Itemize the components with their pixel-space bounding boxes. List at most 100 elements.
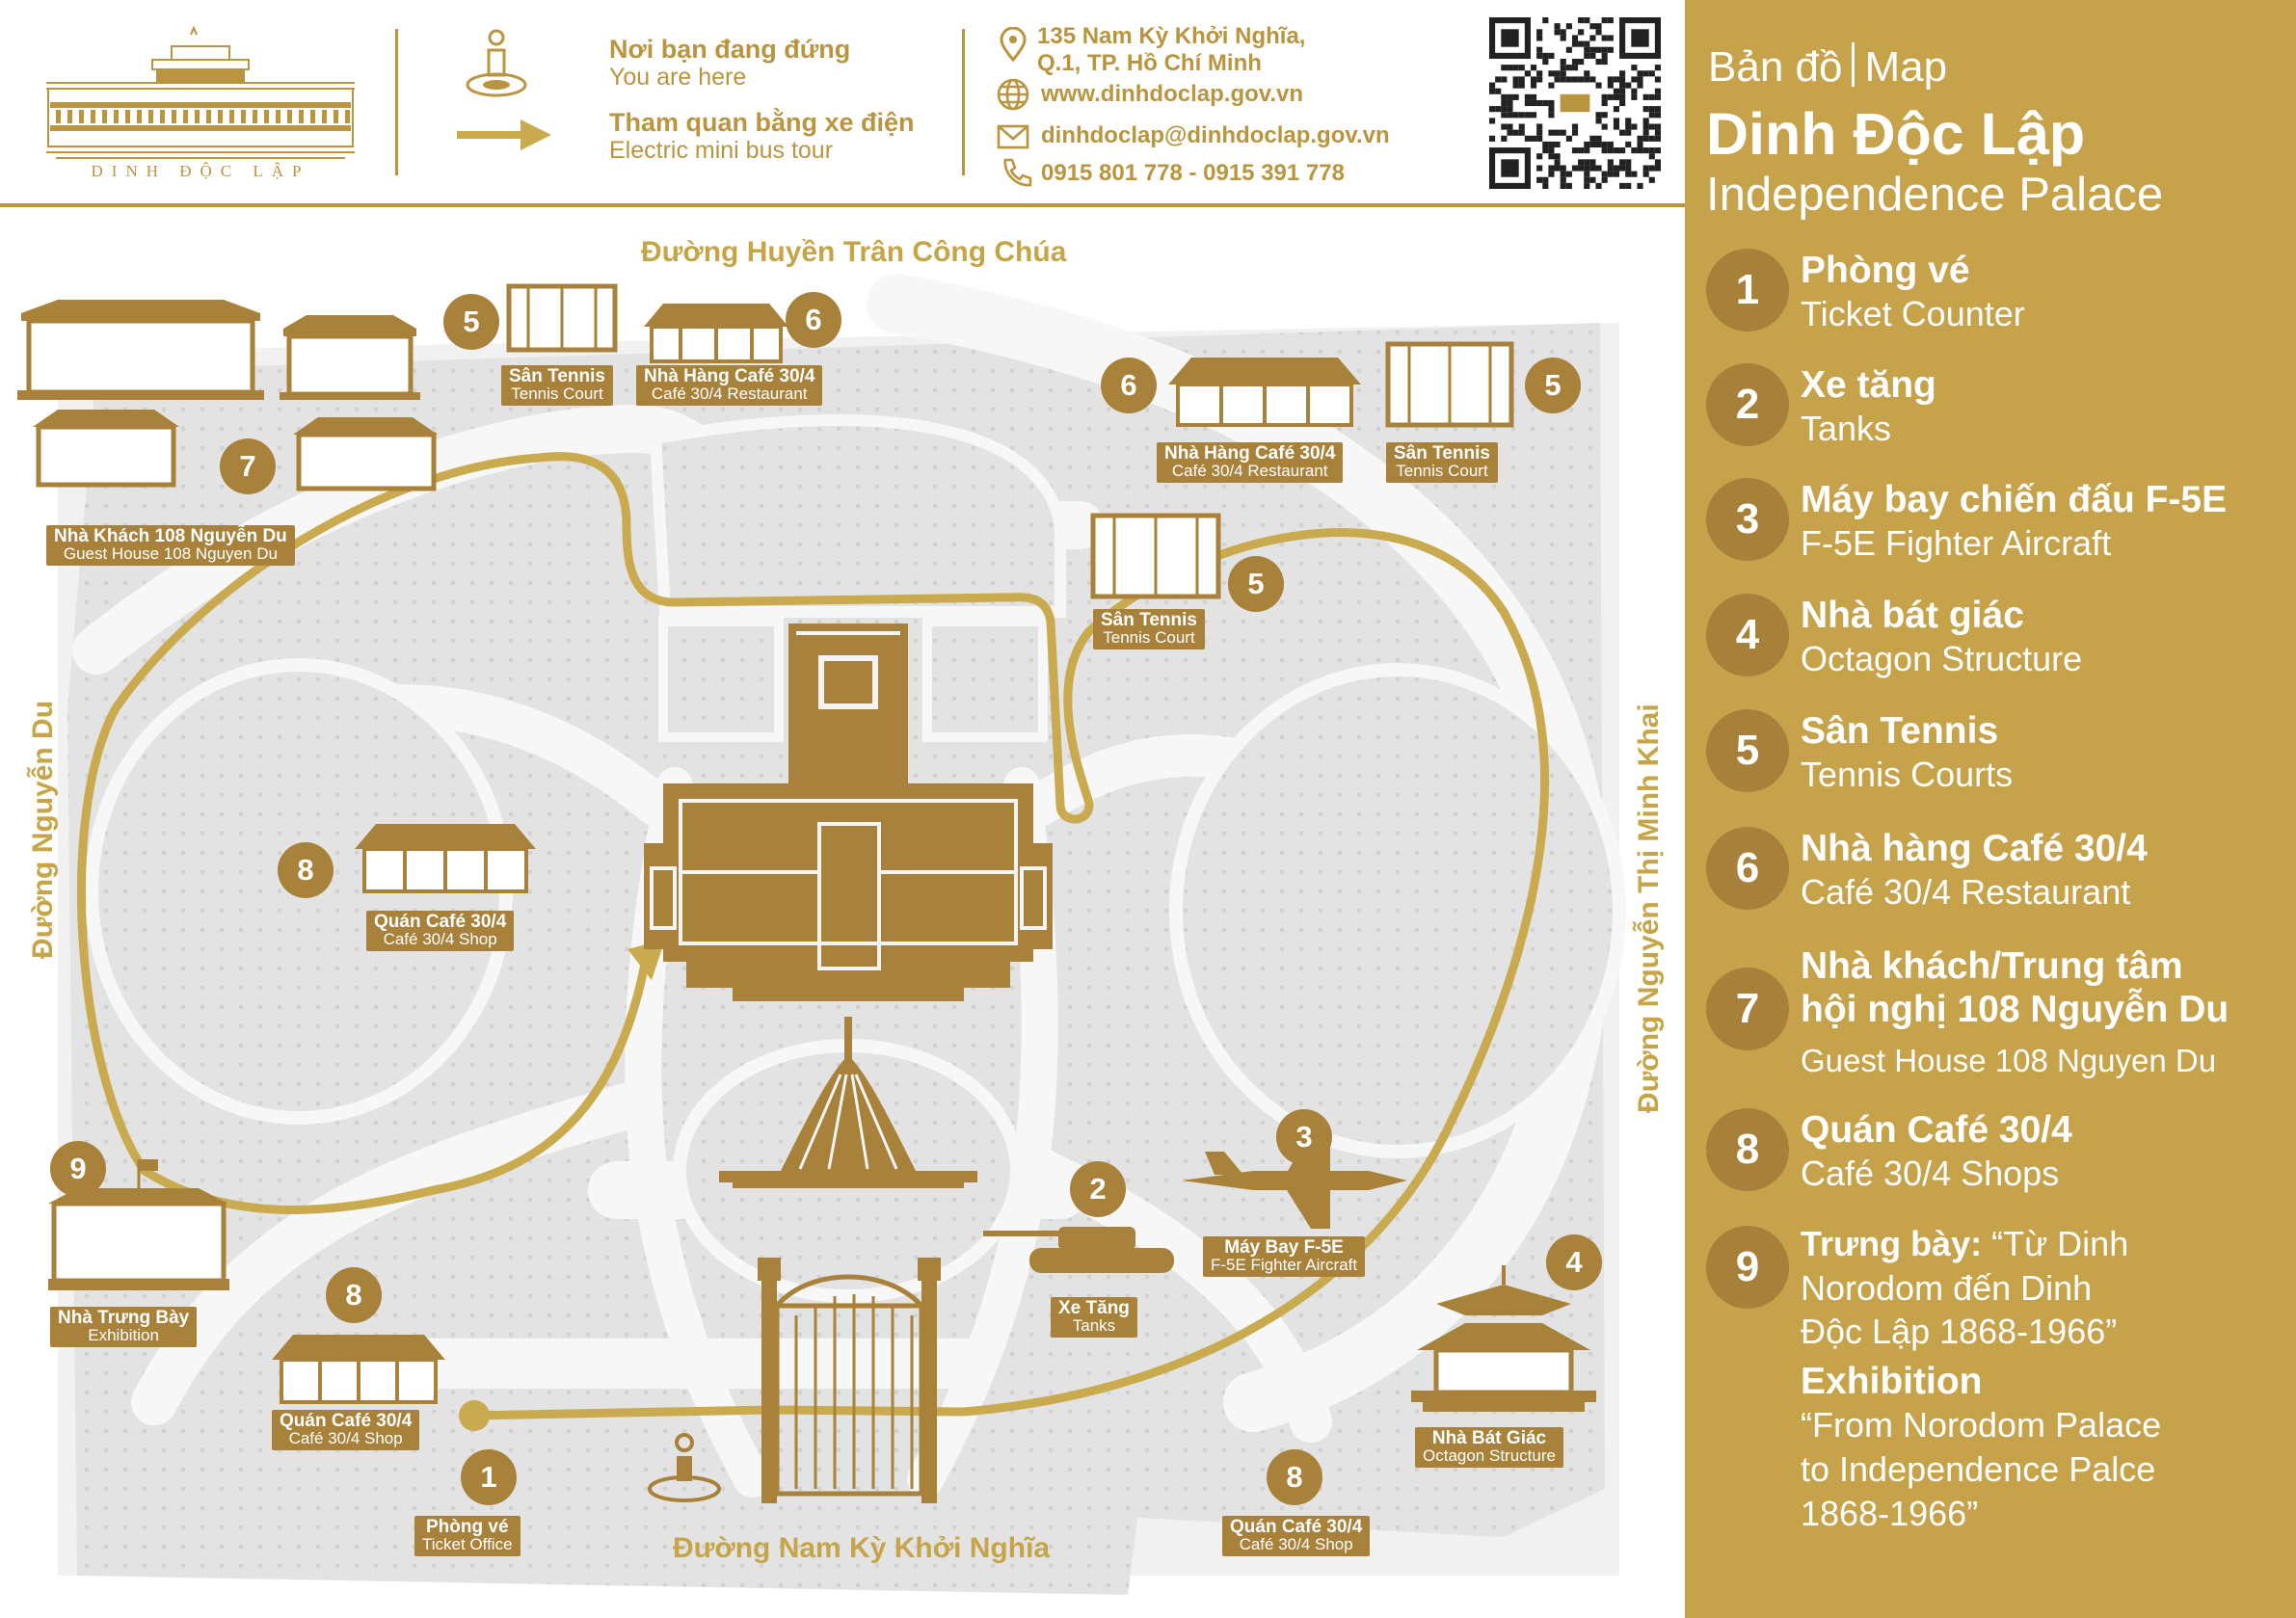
qr-module [1648,93,1655,100]
qr-code-icon[interactable] [1489,17,1661,189]
qr-module [1642,93,1649,100]
qr-module [1512,76,1519,83]
qr-module [1565,76,1572,83]
logo-column [264,110,269,123]
qr-module [1554,129,1561,136]
label-tennis-court[interactable]: Sân Tennis Tennis Court [1093,609,1205,650]
you-are-here-marker-icon [648,1433,721,1502]
label-ticket-office[interactable]: Phòng vé Ticket Office [414,1516,521,1556]
qr-module [1571,35,1579,41]
qr-module [1619,82,1626,89]
qr-module [1542,17,1549,24]
qr-module [1560,176,1566,183]
bus-tour-label-vi: Tham quan bằng xe điện [609,108,915,137]
qr-module [1607,17,1614,24]
qr-module [1518,65,1525,71]
badge-cafe-shop[interactable]: 8 [1267,1449,1322,1505]
label-cafe-restaurant[interactable]: Nhà Hàng Café 30/4 Café 30/4 Restaurant [636,365,823,406]
qr-module [1501,29,1519,47]
label-exhibition[interactable]: Nhà Trưng Bày Exhibition [50,1307,198,1347]
qr-module [1619,165,1626,172]
qr-module [1542,52,1549,59]
qr-module [1631,93,1638,100]
qr-module [1613,76,1620,83]
label-cafe-shop[interactable]: Quán Café 30/4 Café 30/4 Shop [272,1410,420,1450]
badge-cafe-restaurant[interactable]: 6 [1101,358,1157,413]
label-cafe-shop[interactable]: Quán Café 30/4 Café 30/4 Shop [366,911,515,951]
label-tanks[interactable]: Xe Tăng Tanks [1051,1297,1137,1338]
badge-tennis-court[interactable]: 5 [443,294,499,350]
qr-module [1578,76,1585,83]
logo-column [102,110,107,123]
qr-module [1501,65,1508,71]
location-person-icon [466,29,527,97]
badge-tanks[interactable]: 2 [1070,1161,1126,1217]
qr-module [1548,52,1555,59]
qr-module [1542,147,1549,154]
qr-module [1631,65,1638,71]
qr-module [1554,159,1561,166]
qr-module [1518,129,1525,136]
website-link[interactable]: www.dinhdoclap.gov.vn [1041,81,1304,107]
qr-module [1648,176,1655,183]
qr-module [1654,147,1661,154]
qr-module [1637,82,1643,89]
badge-tennis-court[interactable]: 5 [1525,358,1581,413]
logo-column [172,110,176,123]
badge-tennis-court[interactable]: 5 [1228,556,1284,612]
qr-module [1560,165,1566,172]
qr-module [1554,23,1561,30]
label-octagon[interactable]: Nhà Bát Giác Octagon Structure [1415,1427,1563,1468]
badge-cafe-shop[interactable]: 8 [278,842,334,898]
qr-module [1584,182,1590,189]
qr-module [1578,17,1585,24]
badge-cafe-restaurant[interactable]: 6 [786,292,841,348]
qr-module [1601,171,1608,177]
email-link[interactable]: dinhdoclap@dinhdoclap.gov.vn [1041,122,1390,148]
badge-guest-house[interactable]: 7 [220,438,276,494]
qr-module [1589,165,1596,172]
logo-column [79,110,84,123]
qr-module [1548,141,1555,148]
logo-column [148,110,153,123]
qr-module [1554,70,1561,77]
qr-module [1554,29,1561,36]
qr-module [1613,171,1620,177]
qr-module [1518,82,1525,89]
qr-module [1584,70,1590,77]
qr-module [1501,112,1508,119]
label-cafe-restaurant[interactable]: Nhà Hàng Café 30/4 Café 30/4 Restaurant [1157,442,1344,483]
road-east: Đường Nguyễn Thị Minh Khai [1633,703,1665,1113]
qr-module [1560,171,1566,177]
qr-module [1530,112,1537,119]
qr-module [1642,147,1649,154]
logo-text: DINH ĐỘC LẬP [91,162,310,180]
label-cafe-shop[interactable]: Quán Café 30/4 Café 30/4 Shop [1222,1516,1371,1556]
qr-module [1584,141,1590,148]
qr-module [1560,93,1590,113]
qr-module [1601,46,1608,53]
label-tennis-court[interactable]: Sân Tennis Tennis Court [1386,442,1498,483]
qr-module [1589,23,1596,30]
badge-exhibition[interactable]: 9 [50,1141,106,1197]
label-aircraft[interactable]: Máy Bay F-5E F-5E Fighter Aircraft [1203,1236,1366,1277]
qr-module [1571,129,1579,136]
phone-number[interactable]: 0915 801 778 - 0915 391 778 [1041,160,1345,186]
badge-aircraft[interactable]: 3 [1276,1109,1332,1165]
badge-cafe-shop[interactable]: 8 [326,1267,382,1323]
qr-module [1578,40,1585,47]
label-guest-house[interactable]: Nhà Khách 108 Nguyễn Du Guest House 108 N… [46,525,295,566]
qr-module [1518,123,1525,130]
badge-octagon[interactable]: 4 [1546,1234,1602,1290]
qr-module [1625,171,1632,177]
qr-module [1589,35,1596,41]
label-tennis-court[interactable]: Sân Tennis Tennis Court [501,365,613,406]
qr-module [1613,93,1620,100]
qr-module [1654,165,1661,172]
guest-house-building-icon [17,300,438,491]
qr-module [1495,76,1502,83]
logo-column [125,110,130,123]
qr-module [1637,70,1643,77]
qr-module [1642,171,1649,177]
badge-ticket-office[interactable]: 1 [461,1449,517,1505]
